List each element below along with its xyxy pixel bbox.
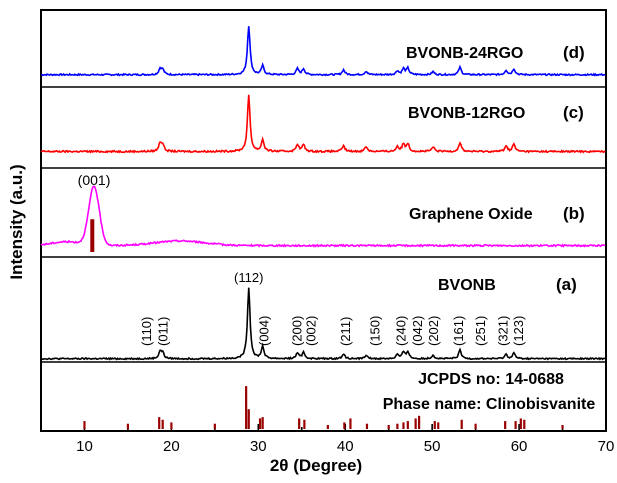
x-tick-label: 60 bbox=[511, 438, 528, 455]
x-tick-label: 50 bbox=[424, 438, 441, 455]
x-axis-ticks: 10 20 30 40 50 60 70 bbox=[40, 424, 615, 455]
x-tick-label: 30 bbox=[250, 438, 267, 455]
x-axis-label: 2θ (Degree) bbox=[270, 456, 362, 475]
hkl-label: (002) bbox=[303, 316, 318, 346]
hkl-label: (123) bbox=[511, 316, 526, 346]
series-c-name: BVONB-12RGO bbox=[408, 105, 525, 122]
hkl-label: (150) bbox=[368, 316, 383, 346]
series-c-line bbox=[40, 94, 606, 154]
hkl-label: (042) bbox=[410, 316, 425, 346]
x-tick-label: 10 bbox=[76, 438, 93, 455]
hkl-label: (202) bbox=[426, 316, 441, 346]
plot-frame bbox=[40, 9, 607, 432]
series-c-tag: (c) bbox=[563, 103, 584, 122]
series-b-name: Graphene Oxide bbox=[409, 206, 533, 223]
series-d-tag: (d) bbox=[563, 43, 585, 62]
hkl-label: (112) bbox=[234, 270, 263, 285]
x-tick-label: 70 bbox=[598, 438, 615, 455]
hkl-label: (161) bbox=[451, 316, 466, 346]
hkl-label: (321) bbox=[495, 316, 510, 346]
hkl-label: (251) bbox=[473, 316, 488, 346]
series-d-name: BVONB-24RGO bbox=[406, 45, 523, 62]
series-a-line bbox=[40, 287, 606, 361]
hkl-label: (011) bbox=[156, 317, 171, 346]
y-axis-label: Intensity (a.u.) bbox=[7, 164, 26, 279]
go-peak-label: (001) bbox=[78, 172, 111, 188]
series-b-line bbox=[40, 185, 606, 248]
hkl-label: (240) bbox=[394, 316, 409, 346]
phase-name-label: Phase name: Clinobisvanite bbox=[383, 396, 596, 413]
hkl-label: (211) bbox=[338, 317, 353, 346]
series-a-name: BVONB bbox=[438, 277, 496, 294]
hkl-label: (200) bbox=[289, 316, 304, 346]
hkl-label: (110) bbox=[139, 317, 154, 346]
hkl-label: (004) bbox=[256, 316, 271, 346]
series-layer bbox=[40, 26, 606, 429]
x-tick-label: 40 bbox=[337, 438, 354, 455]
jcpds-label: JCPDS no: 14-0688 bbox=[418, 371, 564, 388]
series-a-tag: (a) bbox=[556, 275, 577, 294]
series-d-line bbox=[40, 26, 606, 77]
series-b-tag: (b) bbox=[563, 204, 585, 223]
label-layer: BVONB-24RGO (d) BVONB-12RGO (c) Graphene Oxi… bbox=[78, 43, 596, 413]
x-tick-label: 20 bbox=[163, 438, 180, 455]
